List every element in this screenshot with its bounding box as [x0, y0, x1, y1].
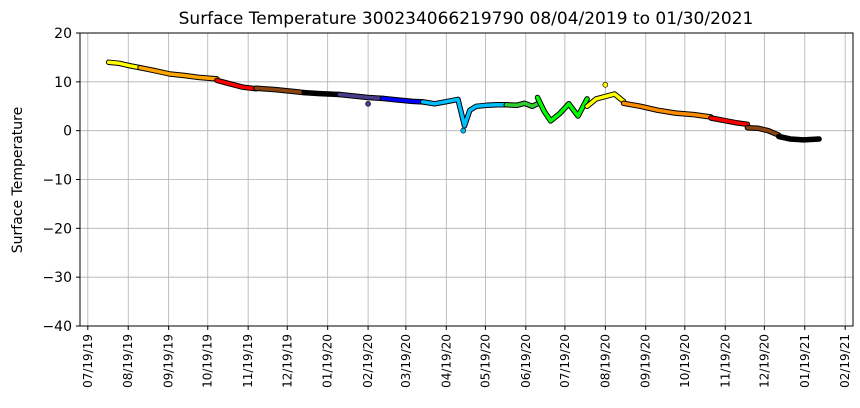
- y-axis-label: Surface Temperature: [10, 107, 26, 253]
- x-tick-label: 11/19/20: [718, 334, 732, 388]
- x-tick-label: 08/19/20: [598, 334, 612, 388]
- x-tick-label: 06/19/20: [519, 334, 533, 388]
- x-tick-label: 12/19/20: [757, 334, 771, 388]
- x-tick-label: 11/19/19: [241, 334, 255, 388]
- data-series: [105, 59, 822, 143]
- x-tick-label: 07/19/20: [558, 334, 572, 388]
- series-7-line: [421, 97, 509, 128]
- series-9-line: [535, 95, 589, 123]
- x-tick-label: 09/19/19: [162, 334, 176, 388]
- x-tick-label: 12/19/19: [280, 334, 294, 388]
- outlier-point-1: [602, 81, 609, 88]
- x-tick-label: 04/19/20: [439, 334, 453, 388]
- x-tick-label: 05/19/20: [478, 334, 492, 388]
- x-tick-label: 03/19/20: [399, 334, 413, 388]
- series-0-line: [106, 60, 142, 70]
- series-10-line: [585, 92, 626, 109]
- series-2-line: [215, 78, 258, 91]
- y-tick-label: 20: [54, 26, 72, 42]
- series-14-line: [776, 134, 821, 142]
- x-tick-label: 10/19/20: [678, 334, 692, 388]
- outlier-point-2: [460, 127, 467, 134]
- series-4-line: [302, 90, 342, 97]
- series-8-line: [504, 101, 540, 109]
- chart-title: Surface Temperature 300234066219790 08/0…: [179, 9, 754, 29]
- series-6-line: [380, 96, 425, 104]
- y-tick-label: −40: [42, 319, 72, 335]
- x-tick-label: 08/19/19: [121, 334, 135, 388]
- x-tick-label: 09/19/20: [639, 334, 653, 388]
- x-tick-label: 07/19/19: [81, 334, 95, 388]
- x-tick-label: 01/19/20: [321, 334, 335, 388]
- x-tick-label: 01/19/21: [798, 334, 812, 388]
- y-tick-label: 10: [54, 75, 72, 91]
- y-tick-label: −10: [42, 173, 72, 189]
- series-1-line: [138, 65, 219, 81]
- series-11-line: [621, 101, 713, 119]
- y-tick-label: 0: [63, 124, 72, 140]
- y-tick-label: −30: [42, 270, 72, 286]
- x-tick-label: 02/19/21: [838, 334, 852, 388]
- series-12-line: [709, 116, 750, 127]
- axes: 20 10 0 −10 −20 −30 −40 07/19/19 08/19/19 09/19/1…: [42, 26, 852, 388]
- series-3-line: [254, 86, 306, 95]
- y-tick-label: −20: [42, 221, 72, 237]
- series-5-line: [337, 92, 385, 101]
- outlier-point-0: [365, 101, 371, 107]
- x-tick-label: 10/19/19: [201, 334, 215, 388]
- x-tick-label: 02/19/20: [361, 334, 375, 388]
- grid-lines: [80, 32, 853, 327]
- series-13-line: [745, 125, 781, 137]
